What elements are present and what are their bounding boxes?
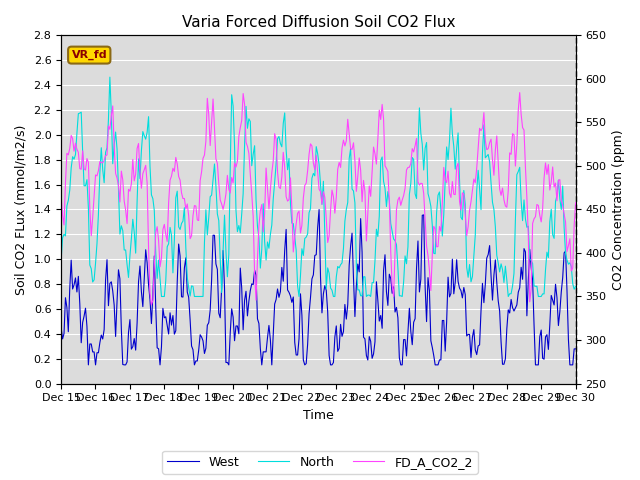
West	[211, 232, 218, 238]
West	[58, 325, 65, 331]
Line: North: North	[61, 77, 575, 297]
West	[120, 362, 128, 368]
West	[229, 314, 237, 320]
North	[58, 257, 65, 263]
North	[546, 219, 554, 225]
X-axis label: Time: Time	[303, 409, 333, 422]
West	[572, 346, 579, 352]
West	[546, 322, 554, 328]
North	[572, 284, 579, 289]
West	[284, 287, 291, 293]
West	[316, 206, 323, 212]
West	[225, 362, 233, 368]
Line: West: West	[61, 209, 575, 365]
FD_A_CO2_2	[212, 156, 220, 162]
Y-axis label: CO2 Concentration (ppm): CO2 Concentration (ppm)	[612, 129, 625, 290]
North	[122, 247, 129, 253]
FD_A_CO2_2	[58, 192, 65, 198]
FD_A_CO2_2	[516, 90, 524, 96]
West	[238, 285, 246, 291]
Y-axis label: Soil CO2 FLux (mmol/m2/s): Soil CO2 FLux (mmol/m2/s)	[15, 124, 28, 295]
North	[534, 294, 542, 300]
Text: VR_fd: VR_fd	[72, 50, 107, 60]
FD_A_CO2_2	[572, 200, 579, 205]
FD_A_CO2_2	[120, 198, 128, 204]
FD_A_CO2_2	[238, 118, 246, 123]
FD_A_CO2_2	[546, 187, 554, 193]
North	[238, 211, 246, 217]
North	[212, 183, 220, 189]
Legend: West, North, FD_A_CO2_2: West, North, FD_A_CO2_2	[163, 451, 477, 474]
North	[106, 74, 114, 80]
Line: FD_A_CO2_2: FD_A_CO2_2	[61, 93, 575, 305]
North	[284, 167, 291, 173]
FD_A_CO2_2	[148, 302, 156, 308]
Title: Varia Forced Diffusion Soil CO2 Flux: Varia Forced Diffusion Soil CO2 Flux	[182, 15, 455, 30]
FD_A_CO2_2	[284, 198, 291, 204]
North	[229, 103, 237, 109]
FD_A_CO2_2	[229, 180, 237, 186]
